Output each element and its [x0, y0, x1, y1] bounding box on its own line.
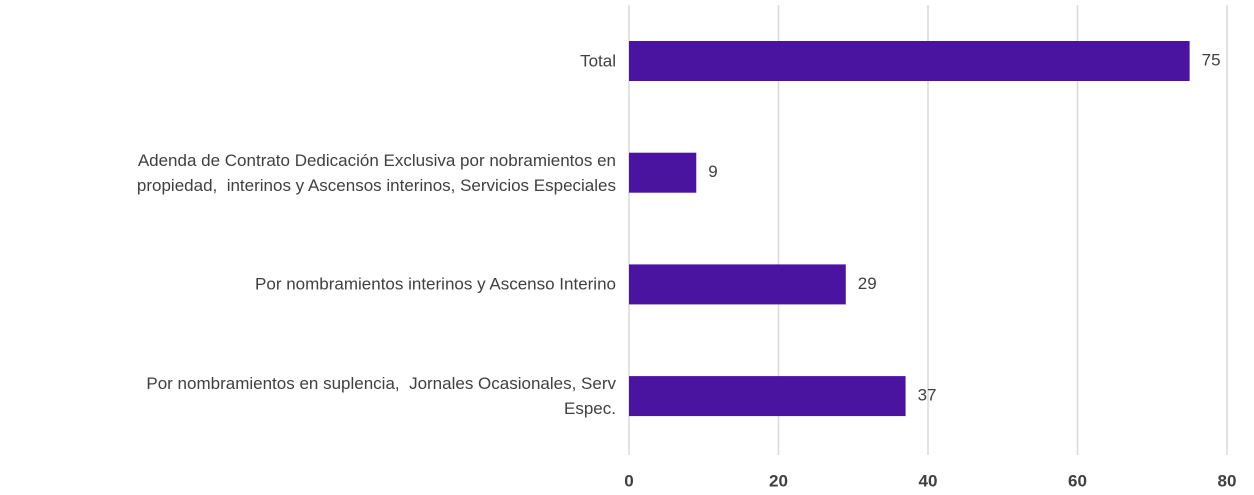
y-tick-label: Por nombramientos en suplencia, Jornales… [146, 374, 616, 419]
bar [629, 264, 846, 305]
bar [629, 152, 697, 193]
x-tick-label: 40 [919, 471, 938, 490]
x-tick-label: 0 [624, 471, 633, 490]
y-tick-label: Adenda de Contrato Dedicación Exclusiva … [136, 150, 616, 195]
data-label: 9 [708, 162, 717, 181]
x-tick-label: 60 [1068, 471, 1087, 490]
y-tick-label: Total [580, 51, 616, 71]
y-tick-label: Por nombramientos interinos y Ascenso In… [255, 274, 616, 294]
data-label: 37 [918, 386, 937, 405]
data-label: 29 [858, 274, 877, 293]
x-tick-label: 20 [769, 471, 788, 490]
bar [629, 41, 1190, 81]
x-tick-label: 80 [1218, 471, 1237, 490]
bar [629, 376, 906, 417]
data-label: 75 [1202, 50, 1221, 69]
